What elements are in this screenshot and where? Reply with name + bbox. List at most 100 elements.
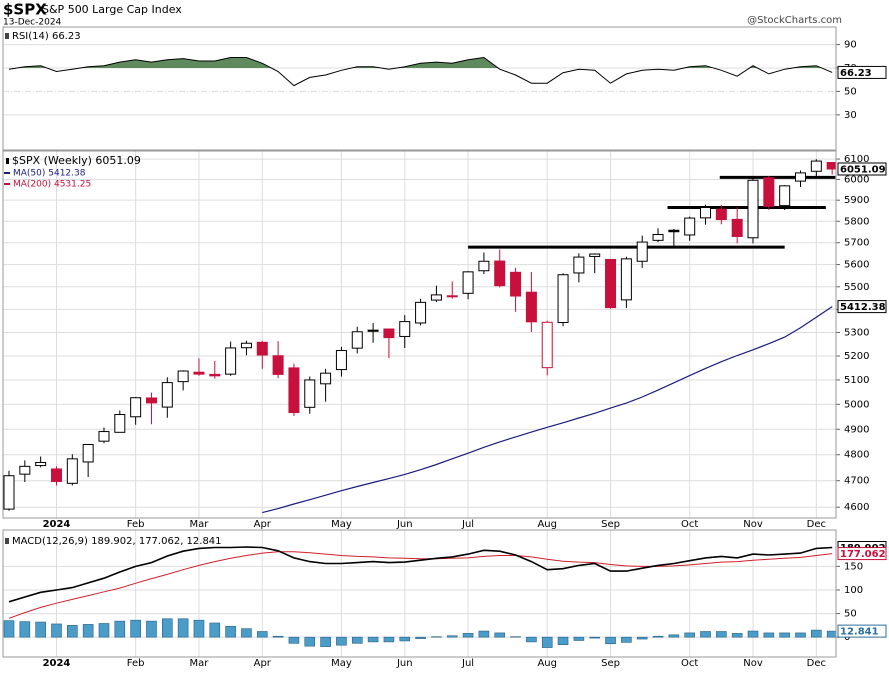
histogram-bar [684,632,695,638]
x-tick-label: Nov [743,658,763,669]
x-tick-label: May [331,519,352,530]
candle-body [304,379,316,408]
candle-body [209,373,221,377]
candle-body [430,294,442,301]
candle-body [3,475,15,510]
candle-body [145,397,157,404]
candle-body [573,256,585,274]
histogram-bar [35,621,46,638]
y-tick-label: 6100 [844,154,869,165]
histogram-bar [146,620,157,638]
x-tick-label: Jul [461,658,474,669]
y-tick-label: 5100 [844,375,869,386]
histogram-bar [589,636,601,639]
y-tick-label: 150 [844,561,863,572]
candle-body [462,271,474,294]
histogram-bar [541,636,553,648]
candle-body [763,177,775,207]
x-tick-label: Sep [601,519,620,530]
histogram-bar [700,631,711,638]
candle-body [161,382,173,408]
candle-body [383,328,395,339]
histogram-bar [731,633,743,638]
candle-body [446,295,458,298]
rsi-line [8,56,833,87]
chart-date: 13-Dec-2024 [3,18,62,28]
histogram-bar [67,625,78,638]
candle-body [240,342,252,349]
candle-body [605,259,617,309]
x-tick-label: Oct [681,658,698,669]
candle-body [525,291,537,323]
candle-body [541,321,553,369]
histogram-bar [51,623,62,638]
histogram-bar [668,634,680,638]
y-tick-label: 6000 [844,174,869,185]
value-box [837,300,887,314]
value-box-label: 12.841 [840,627,879,638]
y-tick-label: 5000 [844,399,869,410]
histogram-bar [256,631,268,638]
candle-body [288,367,300,414]
candle-body [589,253,601,257]
y-tick-label: 0 [844,632,850,643]
candle-body [779,185,791,207]
x-tick-label: Sep [601,658,620,669]
candle-body [225,347,237,375]
plot-area [8,56,833,87]
candle-body [35,461,47,467]
y-tick-label: 5500 [844,282,869,293]
y-tick-label: 100 [844,585,863,596]
security-name: S&P 500 Large Cap Index [42,3,182,16]
candle-body [494,260,506,287]
x-tick-label: Jul [461,519,474,530]
histogram-bar [304,636,316,647]
candle-body [810,160,822,172]
value-box [837,65,887,79]
candle-body [19,465,31,475]
candle-body [367,329,379,332]
histogram-bar [225,626,236,638]
candle-body [272,355,284,375]
histogram-bar [462,633,474,638]
candle-body [415,301,427,324]
histogram-bar [747,630,759,638]
candle-body [510,271,522,297]
legend-icon [6,158,9,164]
candle-body [66,458,78,484]
panel-title: MACD(12,26,9) 189.902, 177.062, 12.841 [12,536,222,547]
symbol: $SPX [3,1,47,19]
candle-body [98,431,110,442]
histogram-bar [114,620,126,638]
legend-label: MA(50) 5412.38 [13,169,86,179]
histogram-bar [272,635,284,638]
y-tick-label: 5700 [844,238,869,249]
candle-body [652,234,664,241]
x-tick-label: Apr [254,658,272,669]
histogram-bar [193,619,205,638]
value-box-label: 6051.09 [840,164,886,175]
histogram-bar [82,624,94,638]
y-tick-label: 4800 [844,450,869,461]
y-tick-label: 90 [844,40,857,51]
y-tick-label: 4900 [844,424,869,435]
y-tick-label: 30 [844,110,857,121]
candle-body [478,260,490,272]
candle-body [399,321,411,337]
x-tick-label: Apr [254,519,272,530]
candle-body [715,208,727,221]
candle-body [620,258,632,301]
candle-body [50,468,62,482]
histogram-bar [446,635,458,638]
x-tick-label: Aug [537,658,557,669]
histogram-bar [478,630,490,638]
candle-body [351,331,363,349]
legend-label: MA(200) 4531.25 [13,180,91,190]
y-tick-label: 5200 [844,351,869,362]
legend-icon [5,538,9,544]
histogram-bar [652,635,664,638]
y-tick-label: 5800 [844,216,869,227]
x-tick-label: Aug [537,519,557,530]
value-box-label: 66.23 [840,68,872,79]
